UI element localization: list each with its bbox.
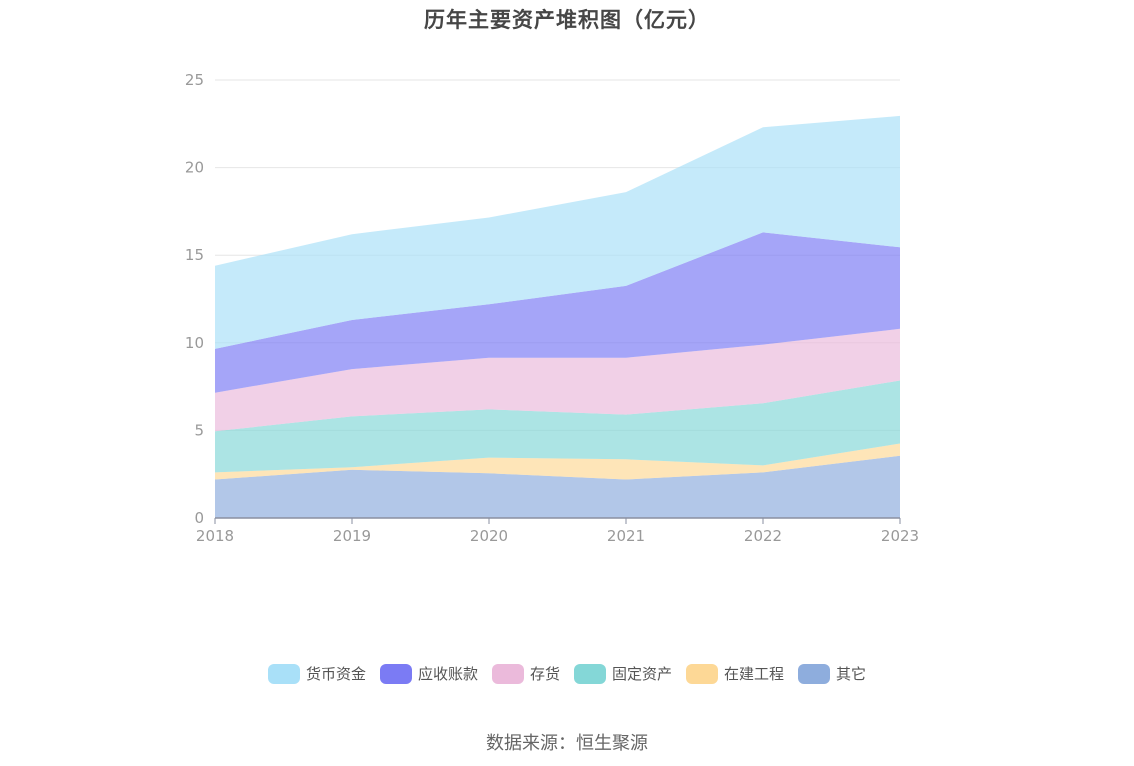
chart-title: 历年主要资产堆积图（亿元）: [424, 8, 710, 32]
legend-item[interactable]: 其它: [798, 663, 866, 684]
y-tick-label: 20: [185, 159, 204, 177]
x-tick-label: 2018: [196, 527, 234, 545]
x-tick-label: 2019: [333, 527, 371, 545]
legend-item[interactable]: 在建工程: [686, 663, 784, 684]
legend-swatch: [267, 663, 300, 684]
axes: 0 5 10 15 20 25 2018 2019 2020 2021 2022 2023: [185, 71, 919, 545]
area-series-group: [215, 115, 900, 518]
legend-item[interactable]: 存货: [491, 663, 560, 684]
x-tick-label: 2023: [881, 527, 919, 545]
legend-item[interactable]: 固定资产: [574, 663, 672, 684]
legend-label: 在建工程: [724, 665, 785, 683]
legend-label: 应收账款: [417, 665, 478, 683]
area-series-0[interactable]: [215, 455, 900, 518]
area-series-5[interactable]: [215, 115, 900, 349]
legend-label: 货币资金: [305, 665, 366, 683]
legend-swatch: [798, 663, 831, 684]
x-tick-label: 2022: [744, 527, 782, 545]
legend-item[interactable]: 货币资金: [267, 663, 366, 684]
legend-label: 其它: [836, 665, 867, 683]
area-series-2[interactable]: [215, 380, 900, 473]
data-source-note: 数据来源：恒生聚源: [486, 733, 648, 754]
y-tick-label: 0: [194, 509, 204, 527]
x-tick-label: 2021: [607, 527, 645, 545]
legend: 货币资金 应收账款 存货 固定资产 在建工程 其它: [0, 663, 1134, 684]
y-tick-label: 5: [194, 421, 204, 439]
legend-swatch: [379, 663, 412, 684]
y-tick-label: 15: [185, 246, 204, 264]
area-series-1[interactable]: [215, 443, 900, 480]
legend-label: 固定资产: [612, 665, 673, 683]
legend-item[interactable]: 应收账款: [379, 663, 478, 684]
legend-swatch: [574, 663, 606, 684]
y-tick-label: 10: [185, 334, 204, 352]
legend-swatch: [491, 663, 524, 684]
y-tick-label: 25: [185, 71, 204, 89]
area-series-4[interactable]: [215, 232, 900, 393]
area-series-3[interactable]: [215, 328, 900, 432]
x-tick-label: 2020: [470, 527, 508, 545]
legend-swatch: [686, 663, 719, 684]
legend-label: 存货: [529, 665, 560, 683]
